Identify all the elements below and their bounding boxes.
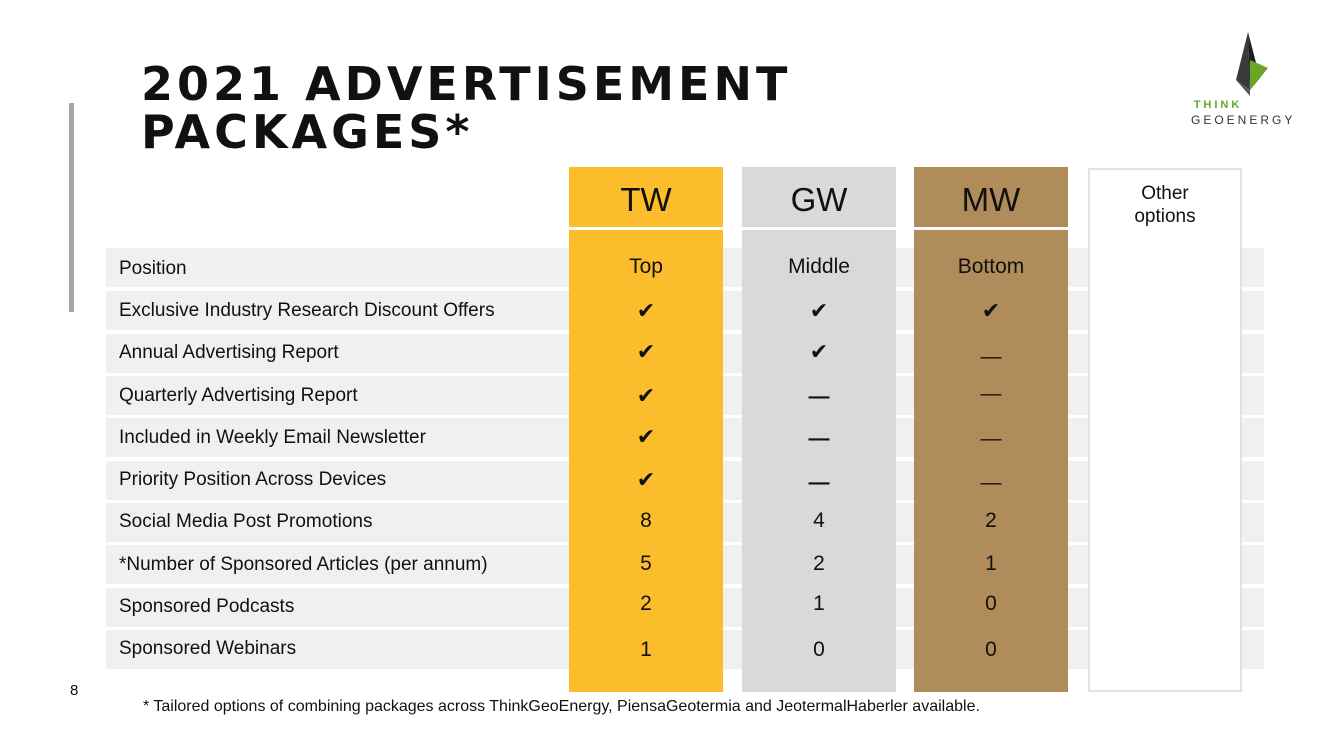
column-header-other: Other options <box>1088 182 1242 228</box>
title-line-1: 2021 ADVERTISEMENT <box>141 57 792 111</box>
cell-tw-value: 8 <box>640 509 652 532</box>
cell-mw-value: 0 <box>985 638 997 661</box>
cell-tw-position: Top <box>629 255 663 278</box>
row-label: *Number of Sponsored Articles (per annum… <box>119 554 488 575</box>
row-label: Priority Position Across Devices <box>119 469 387 490</box>
check-icon: ✔ <box>981 298 1001 323</box>
row-label: Exclusive Industry Research Discount Off… <box>119 300 495 321</box>
package-column-mw <box>914 167 1068 692</box>
dash-icon: — <box>980 345 1002 368</box>
cell-tw-value: 2 <box>640 592 652 615</box>
row-label: Sponsored Webinars <box>119 638 297 659</box>
check-icon: ✔ <box>636 298 656 323</box>
dash-icon: — <box>980 382 1002 405</box>
dash-icon: — <box>808 427 830 450</box>
page-number: 8 <box>70 682 79 699</box>
row-label: Sponsored Podcasts <box>119 596 295 617</box>
dash-icon: — <box>808 385 830 408</box>
column-header-other-line1: Other <box>1141 183 1189 204</box>
cell-mw-value: 1 <box>985 552 997 575</box>
cell-gw-value: 2 <box>813 552 825 575</box>
page-title: 2021 ADVERTISEMENT PACKAGES* <box>141 60 901 156</box>
check-icon: ✔ <box>636 424 656 449</box>
check-icon: ✔ <box>636 383 656 408</box>
cell-tw-value: 1 <box>640 638 652 661</box>
dash-icon: — <box>980 427 1002 450</box>
column-header-tw: TW <box>620 181 672 218</box>
check-icon: ✔ <box>636 339 656 364</box>
row-label: Annual Advertising Report <box>119 342 339 363</box>
logo-crystal-icon <box>1236 32 1268 96</box>
package-column-tw <box>569 167 723 692</box>
check-icon: ✔ <box>809 298 829 323</box>
row-label: Quarterly Advertising Report <box>119 385 358 406</box>
accent-bar <box>69 103 74 312</box>
check-icon: ✔ <box>636 467 656 492</box>
column-header-mw: MW <box>961 181 1021 218</box>
row-label: Position <box>119 258 187 279</box>
row-label: Included in Weekly Email Newsletter <box>119 427 426 448</box>
cell-tw-value: 5 <box>640 552 652 575</box>
cell-gw-value: 1 <box>813 592 825 615</box>
package-column-gw <box>742 167 896 692</box>
cell-mw-value: 0 <box>985 592 997 615</box>
package-column-other <box>1088 168 1242 692</box>
dash-icon: — <box>980 471 1002 494</box>
cell-gw-value: 0 <box>813 638 825 661</box>
logo-geoenergy-text: GEOENERGY <box>1191 113 1296 127</box>
cell-mw-value: 2 <box>985 509 997 532</box>
cell-gw-value: 4 <box>813 509 825 532</box>
check-icon: ✔ <box>809 339 829 364</box>
footnote: * Tailored options of combining packages… <box>143 698 980 715</box>
thinkgeoenergy-logo: THINK GEOENERGY <box>1186 30 1296 130</box>
cell-gw-position: Middle <box>788 255 850 278</box>
dash-icon: — <box>808 471 830 494</box>
logo-think-text: THINK <box>1193 99 1243 111</box>
row-label: Social Media Post Promotions <box>119 511 373 532</box>
cell-mw-position: Bottom <box>957 255 1025 278</box>
column-header-other-line2: options <box>1134 206 1196 227</box>
column-header-gw: GW <box>790 181 848 218</box>
title-line-2: PACKAGES* <box>141 105 474 159</box>
